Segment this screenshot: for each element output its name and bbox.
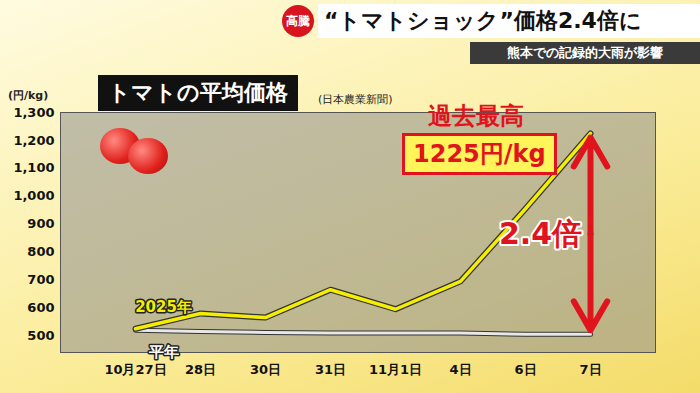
svg-text:10月27日: 10月27日 xyxy=(104,362,166,377)
svg-text:28日: 28日 xyxy=(185,362,216,377)
svg-text:800: 800 xyxy=(27,244,54,259)
svg-text:11月1日: 11月1日 xyxy=(369,362,422,377)
svg-text:600: 600 xyxy=(27,300,54,315)
html-text:高騰: 高騰 xyxy=(286,13,310,28)
svg-text:1,000: 1,000 xyxy=(13,188,54,203)
svg-text:平年: 平年 xyxy=(148,343,179,361)
svg-text:1,200: 1,200 xyxy=(13,133,54,148)
svg-text:2.4倍: 2.4倍 xyxy=(499,215,582,250)
html-text:過去最高: 過去最高 xyxy=(428,102,524,130)
html-text:トマトの平均価格: トマトの平均価格 xyxy=(108,80,288,105)
html-text:熊本での記録的大雨が影響: 熊本での記録的大雨が影響 xyxy=(507,45,663,60)
html-text:(日本農業新聞): (日本農業新聞) xyxy=(318,93,393,106)
svg-text:31日: 31日 xyxy=(315,362,346,377)
svg-text:900: 900 xyxy=(27,216,54,231)
svg-text:6日: 6日 xyxy=(514,362,536,377)
svg-text:2025年: 2025年 xyxy=(135,298,192,316)
svg-text:1,100: 1,100 xyxy=(13,160,54,175)
svg-text:4日: 4日 xyxy=(449,362,471,377)
svg-text:1,300: 1,300 xyxy=(13,105,54,120)
html-text:1225円/kg: 1225円/kg xyxy=(413,140,546,168)
html-text:“トマトショック”価格2.4倍に: “トマトショック”価格2.4倍に xyxy=(324,8,642,33)
svg-text:500: 500 xyxy=(27,328,54,343)
html-text:(円/kg): (円/kg) xyxy=(8,89,49,102)
svg-text:7日: 7日 xyxy=(579,362,601,377)
svg-text:30日: 30日 xyxy=(250,362,281,377)
svg-text:700: 700 xyxy=(27,272,54,287)
